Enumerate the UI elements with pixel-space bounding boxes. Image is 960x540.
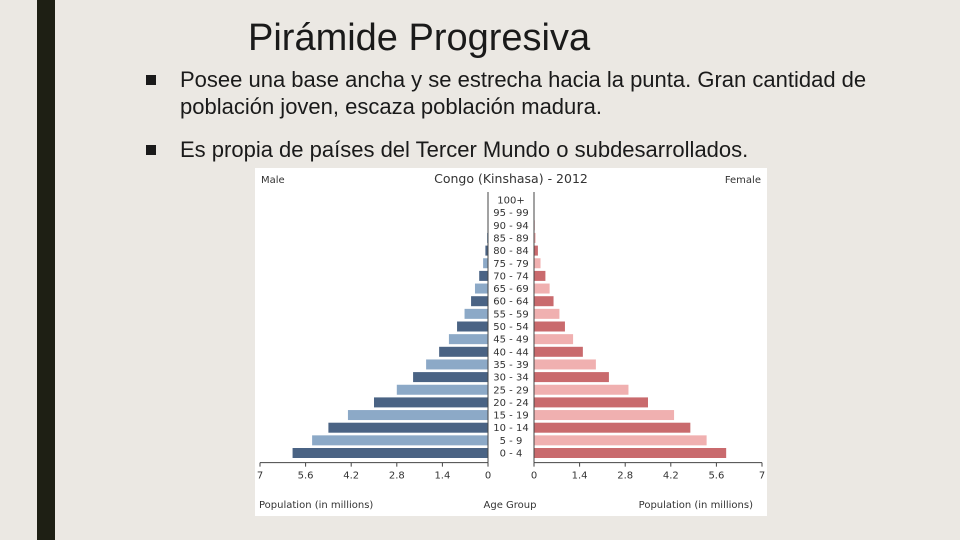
female-bar bbox=[534, 245, 538, 256]
x-tick-label-right: 2.8 bbox=[617, 471, 633, 482]
age-group-label: 95 - 99 bbox=[493, 208, 528, 219]
female-bar bbox=[534, 410, 675, 421]
female-bar bbox=[534, 346, 583, 357]
female-bar bbox=[534, 448, 727, 458]
female-bar bbox=[534, 334, 574, 345]
female-bar bbox=[534, 232, 536, 243]
male-bar bbox=[471, 296, 488, 307]
female-bar bbox=[534, 308, 560, 319]
pyramid-svg: Male Congo (Kinshasa) - 2012 Female 0 - … bbox=[257, 171, 765, 511]
bullet-square-icon bbox=[146, 75, 156, 85]
male-bar bbox=[483, 258, 488, 269]
age-group-label: 70 - 74 bbox=[493, 271, 528, 282]
x-axis-label-center: Age Group bbox=[484, 500, 537, 511]
male-label: Male bbox=[261, 175, 285, 186]
bullet-list: Posee una base ancha y se estrecha hacia… bbox=[146, 66, 946, 163]
male-bar bbox=[413, 372, 488, 383]
age-group-label: 10 - 14 bbox=[493, 423, 528, 434]
male-bar bbox=[328, 422, 488, 433]
age-group-label: 100+ bbox=[497, 196, 524, 207]
bullet-text: Posee una base ancha y se estrecha hacia… bbox=[180, 67, 867, 119]
population-pyramid-chart: Male Congo (Kinshasa) - 2012 Female 0 - … bbox=[255, 168, 767, 516]
chart-title: Congo (Kinshasa) - 2012 bbox=[434, 171, 588, 186]
male-bar bbox=[479, 270, 488, 281]
female-label: Female bbox=[725, 175, 761, 186]
age-group-label: 55 - 59 bbox=[493, 309, 528, 320]
x-tick-label-left: 4.2 bbox=[343, 471, 359, 482]
female-bar bbox=[534, 435, 707, 446]
age-group-label: 45 - 49 bbox=[493, 335, 528, 346]
age-group-label: 85 - 89 bbox=[493, 233, 528, 244]
x-tick-label-left: 2.8 bbox=[389, 471, 405, 482]
male-bar bbox=[426, 359, 488, 370]
age-group-label: 75 - 79 bbox=[493, 259, 528, 270]
female-bar bbox=[534, 384, 629, 395]
bullet-item: Es propia de países del Tercer Mundo o s… bbox=[146, 136, 946, 163]
female-bar bbox=[534, 283, 550, 294]
bullet-square-icon bbox=[146, 145, 156, 155]
age-group-label: 65 - 69 bbox=[493, 284, 528, 295]
age-group-label: 20 - 24 bbox=[493, 398, 528, 409]
x-tick-label-right: 7 bbox=[759, 471, 765, 482]
bullet-text: Es propia de países del Tercer Mundo o s… bbox=[180, 137, 749, 162]
accent-bar bbox=[37, 0, 55, 540]
bars-group bbox=[292, 195, 727, 458]
female-bar bbox=[534, 296, 554, 307]
age-group-label: 0 - 4 bbox=[500, 449, 523, 460]
x-tick-label-right: 4.2 bbox=[663, 471, 679, 482]
age-group-label: 25 - 29 bbox=[493, 385, 528, 396]
age-group-label: 5 - 9 bbox=[500, 436, 523, 447]
age-group-label: 30 - 34 bbox=[493, 373, 528, 384]
male-bar bbox=[347, 410, 488, 421]
female-bar bbox=[534, 372, 609, 383]
male-bar bbox=[485, 245, 488, 256]
female-bar bbox=[534, 359, 596, 370]
male-bar bbox=[312, 435, 488, 446]
age-group-label: 80 - 84 bbox=[493, 246, 528, 257]
x-axis-label-right: Population (in millions) bbox=[639, 500, 753, 511]
female-bar bbox=[534, 270, 546, 281]
age-group-label: 60 - 64 bbox=[493, 297, 528, 308]
male-bar bbox=[474, 283, 488, 294]
x-tick-label-left: 0 bbox=[485, 471, 491, 482]
axes-group: 7 5.6 4.2 2.8 1.4 0 0 1.4 2.8 4.2 5.6 7 bbox=[257, 192, 765, 482]
x-tick-label-right: 1.4 bbox=[572, 471, 588, 482]
female-bar bbox=[534, 422, 691, 433]
x-axis-label-left: Population (in millions) bbox=[259, 500, 373, 511]
age-group-label: 15 - 19 bbox=[493, 411, 528, 422]
x-tick-label-right: 0 bbox=[531, 471, 537, 482]
female-bar bbox=[534, 321, 565, 332]
male-bar bbox=[457, 321, 488, 332]
x-tick-label-left: 7 bbox=[257, 471, 263, 482]
slide-title: Pirámide Progresiva bbox=[248, 17, 591, 59]
female-bar bbox=[534, 258, 541, 269]
age-group-label: 35 - 39 bbox=[493, 360, 528, 371]
age-group-label: 40 - 44 bbox=[493, 347, 528, 358]
male-bar bbox=[448, 334, 488, 345]
male-bar bbox=[464, 308, 488, 319]
x-tick-label-left: 5.6 bbox=[298, 471, 314, 482]
x-tick-label-left: 1.4 bbox=[434, 471, 450, 482]
male-bar bbox=[396, 384, 488, 395]
x-tick-label-right: 5.6 bbox=[708, 471, 724, 482]
male-bar bbox=[439, 346, 488, 357]
female-bar bbox=[534, 397, 648, 408]
bullet-item: Posee una base ancha y se estrecha hacia… bbox=[146, 66, 946, 120]
age-group-label: 90 - 94 bbox=[493, 221, 528, 232]
age-group-label: 50 - 54 bbox=[493, 322, 528, 333]
male-bar bbox=[374, 397, 488, 408]
male-bar bbox=[292, 448, 488, 458]
